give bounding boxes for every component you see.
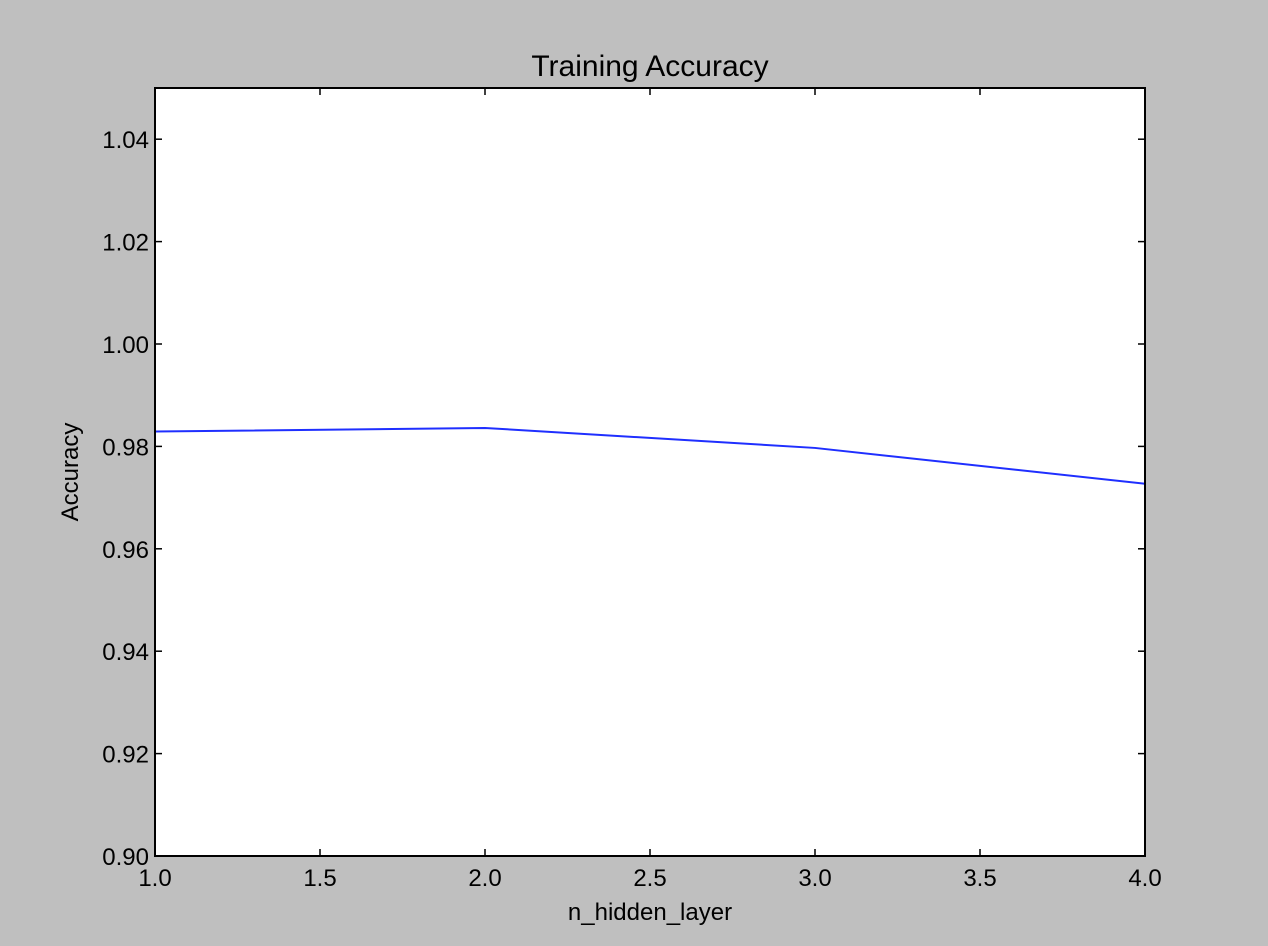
y-tick-label: 0.98	[102, 434, 149, 461]
chart-title: Training Accuracy	[531, 50, 768, 83]
y-axis-label: Accuracy	[57, 423, 84, 522]
x-tick-label: 1.5	[303, 865, 336, 892]
x-tick-label: 2.0	[468, 865, 501, 892]
tick-labels: 1.0 1.5 2.0 2.5 3.0 3.5 4.0 0.90 0.92 0.94 0.96 0.9…	[102, 127, 1161, 892]
y-tick-label: 0.94	[102, 639, 149, 666]
y-tick-label: 1.02	[102, 230, 149, 257]
plot-area	[155, 88, 1145, 856]
y-tick-label: 0.96	[102, 537, 149, 564]
y-tick-label: 0.90	[102, 844, 149, 871]
x-tick-label: 4.0	[1128, 865, 1161, 892]
y-tick-label: 1.04	[102, 127, 149, 154]
y-tick-label: 0.92	[102, 742, 149, 769]
series-line	[154, 426, 1146, 485]
x-tick-label: 3.5	[963, 865, 996, 892]
plot-frame	[154, 87, 1146, 857]
x-tick-label: 2.5	[633, 865, 666, 892]
y-tick-label: 1.00	[102, 332, 149, 359]
x-axis-label: n_hidden_layer	[568, 899, 732, 926]
x-tick-label: 3.0	[798, 865, 831, 892]
x-tick-label: 1.0	[138, 865, 171, 892]
